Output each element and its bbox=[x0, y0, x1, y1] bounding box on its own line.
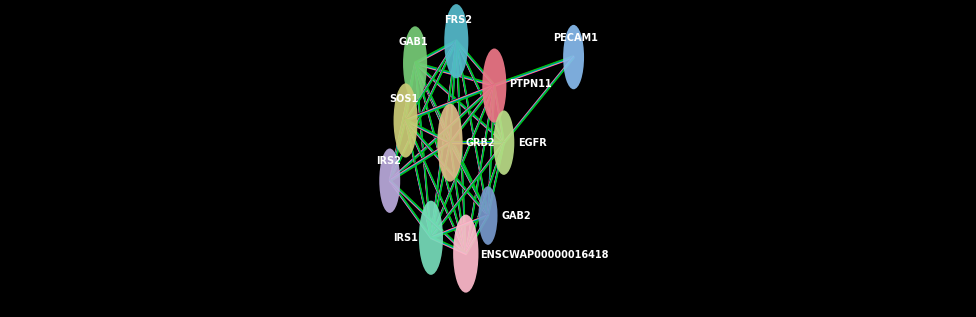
Text: IRS1: IRS1 bbox=[392, 233, 418, 243]
Ellipse shape bbox=[444, 4, 468, 78]
Text: ENSCWAP00000016418: ENSCWAP00000016418 bbox=[480, 250, 608, 260]
Text: PECAM1: PECAM1 bbox=[552, 33, 597, 43]
Ellipse shape bbox=[380, 148, 400, 213]
Text: IRS2: IRS2 bbox=[376, 156, 400, 166]
Ellipse shape bbox=[393, 83, 418, 158]
Text: SOS1: SOS1 bbox=[389, 94, 419, 104]
Text: GAB2: GAB2 bbox=[502, 210, 531, 221]
Text: GRB2: GRB2 bbox=[466, 138, 496, 148]
Ellipse shape bbox=[453, 215, 478, 293]
Ellipse shape bbox=[494, 110, 514, 175]
Text: GAB1: GAB1 bbox=[398, 37, 428, 47]
Ellipse shape bbox=[478, 186, 498, 245]
Text: EGFR: EGFR bbox=[518, 138, 547, 148]
Text: PTPN11: PTPN11 bbox=[509, 79, 552, 89]
Ellipse shape bbox=[563, 25, 584, 89]
Ellipse shape bbox=[419, 201, 443, 275]
Ellipse shape bbox=[437, 104, 463, 182]
Text: FRS2: FRS2 bbox=[444, 15, 471, 25]
Ellipse shape bbox=[403, 26, 427, 100]
Ellipse shape bbox=[482, 49, 507, 123]
